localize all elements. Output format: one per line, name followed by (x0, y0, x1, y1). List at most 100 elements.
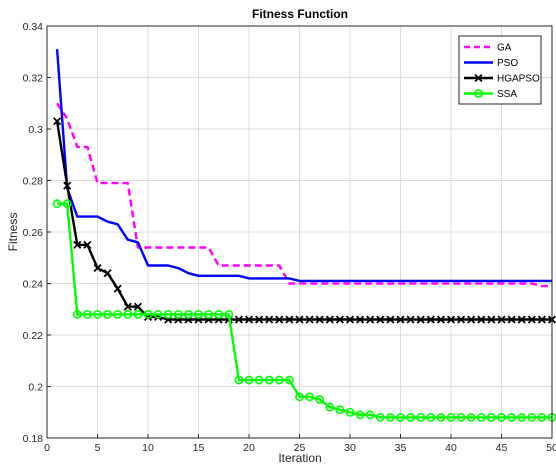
data-point (335, 405, 345, 415)
y-tick-label: 0.28 (23, 176, 44, 188)
data-point (375, 412, 385, 422)
series-line-pso (55, 49, 552, 283)
data-point (426, 315, 435, 324)
data-point (274, 375, 284, 385)
data-point (224, 309, 234, 319)
data-point (264, 375, 274, 385)
data-point (365, 410, 375, 420)
data-point (345, 315, 355, 324)
data-point (527, 315, 536, 324)
x-tick-label: 30 (344, 442, 356, 454)
data-point (396, 315, 405, 324)
data-point (133, 309, 143, 319)
data-point (62, 199, 72, 209)
data-point (285, 315, 294, 324)
data-point (93, 309, 102, 319)
x-tick-label: 10 (142, 442, 154, 454)
x-tick-label: 20 (243, 442, 255, 454)
data-point (214, 309, 224, 319)
data-point (456, 412, 466, 422)
tick-labels: 0 5 10 15 20 25 30 35 40 45 50 0.18 0.2 0.22 0.24 0.26 0… (23, 21, 556, 454)
data-point (254, 375, 264, 385)
data-point (143, 309, 153, 319)
data-point (355, 410, 365, 420)
x-tick-label: 40 (445, 442, 457, 454)
data-point (325, 402, 335, 412)
y-tick-label: 0.24 (23, 279, 44, 291)
data-point (103, 269, 112, 278)
data-point (234, 315, 243, 324)
data-point (466, 412, 476, 422)
y-tick-label: 0.22 (23, 330, 44, 342)
data-point (527, 412, 537, 422)
data-point (123, 309, 133, 319)
y-tick-label: 0.2 (28, 382, 43, 394)
legend-marker (474, 73, 483, 83)
data-point (123, 302, 132, 311)
legend-label: HGAPSO (497, 74, 540, 85)
legend-item-pso: PSO (464, 58, 518, 69)
data-point (487, 315, 496, 324)
series-layer (52, 49, 556, 422)
legend-item-ga: GA (464, 43, 512, 54)
data-point (457, 315, 466, 324)
x-tick-label: 35 (395, 442, 407, 454)
series-ssa (52, 199, 556, 422)
legend-item-ssa: SSA (464, 89, 517, 100)
data-point (416, 412, 426, 422)
y-tick-label: 0.3 (28, 124, 43, 136)
data-point (376, 315, 385, 324)
data-point (517, 412, 527, 422)
data-point (72, 309, 82, 319)
data-point (507, 315, 516, 324)
data-point (204, 309, 213, 319)
data-point (345, 407, 355, 417)
data-point (315, 315, 324, 324)
data-point (194, 309, 203, 319)
data-point (295, 315, 304, 324)
data-point (386, 315, 395, 324)
legend-marker (474, 89, 483, 98)
series-line-ssa (57, 202, 552, 419)
data-point (52, 199, 62, 209)
data-point (446, 315, 456, 324)
data-point (234, 375, 244, 385)
data-point (436, 315, 445, 324)
chart-title: Fitness Function (252, 7, 348, 21)
data-point (406, 315, 415, 324)
data-point (305, 392, 314, 402)
x-tick-label: 15 (193, 442, 205, 454)
data-point (476, 412, 486, 422)
data-point (356, 315, 365, 324)
series-pso (55, 49, 552, 283)
data-point (244, 375, 254, 385)
legend-label: PSO (497, 58, 518, 69)
data-point (93, 264, 102, 273)
data-point (396, 412, 405, 422)
data-point (63, 181, 72, 190)
data-point (315, 394, 325, 404)
data-point (416, 315, 425, 324)
data-point (305, 315, 314, 324)
x-tick-label: 50 (546, 442, 556, 454)
series-hgapso (53, 117, 556, 324)
x-tick-label: 5 (95, 442, 101, 454)
data-point (295, 392, 304, 402)
data-point (255, 315, 264, 324)
x-tick-label: 0 (44, 442, 50, 454)
data-point (507, 412, 516, 422)
data-point (446, 412, 456, 422)
data-point (113, 284, 122, 293)
data-point (153, 309, 163, 319)
data-point (284, 375, 294, 385)
data-point (103, 309, 112, 319)
data-point (335, 315, 344, 324)
data-point (366, 315, 375, 324)
y-tick-label: 0.34 (23, 21, 44, 33)
y-axis-label: Fitness (6, 213, 20, 252)
data-point (244, 315, 254, 324)
data-point (497, 412, 506, 422)
data-point (426, 412, 436, 422)
y-tick-label: 0.32 (23, 73, 44, 85)
